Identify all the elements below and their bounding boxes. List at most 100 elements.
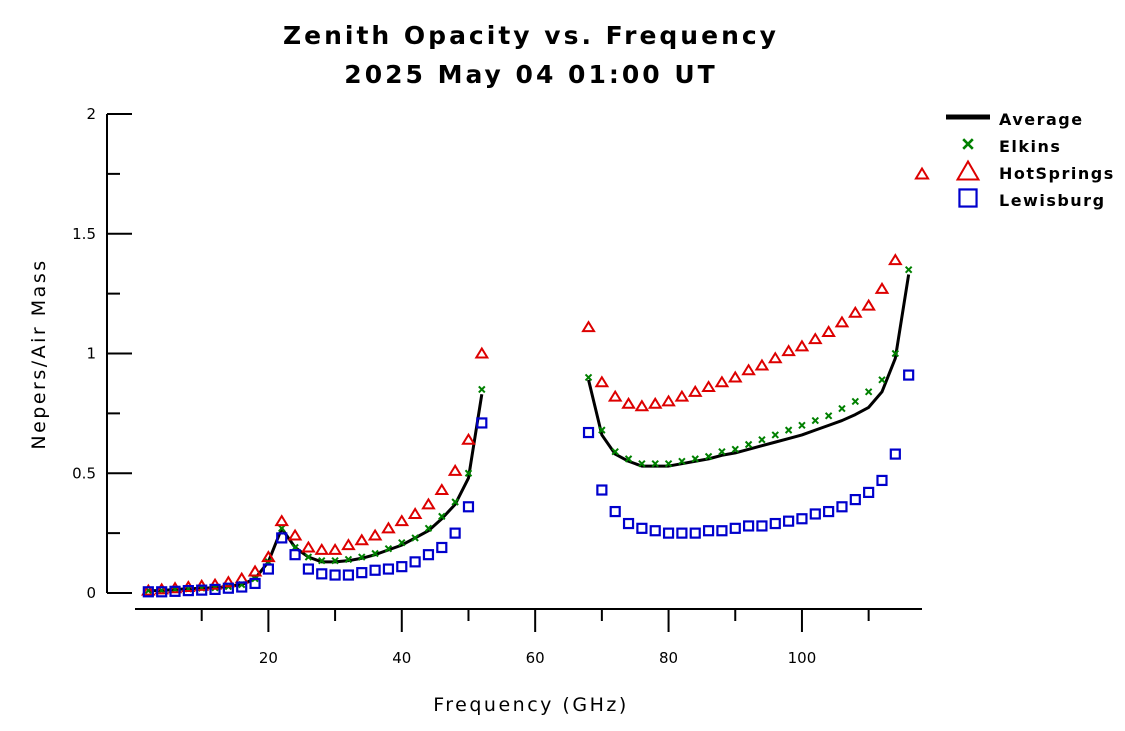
lewisburg-point [823,505,835,518]
hotsprings-point [301,540,316,553]
elkins-point [784,426,793,434]
lewisburg-point [422,549,435,561]
elkins-point [384,544,393,553]
hotsprings-point [247,564,263,577]
elkins-point [851,397,860,406]
y-tick-label: 1 [86,345,96,363]
hotsprings-point [674,389,690,402]
lewisburg-point [209,583,221,596]
lewisburg-point [756,520,768,532]
hotsprings-point [634,399,650,412]
hotsprings-point [367,528,383,541]
elkins-point [731,445,739,454]
hotsprings-point [261,550,276,563]
hotsprings-point [661,394,676,407]
x-axis-label: Frequency (GHz) [433,694,629,716]
elkins-point [891,349,900,358]
lewisburg-point [356,567,368,579]
elkins-point [358,553,366,561]
lewisburg-point [742,520,755,532]
elkins-point [611,447,619,456]
elkins-point [371,549,379,558]
hotsprings-point [154,582,169,595]
elkins-point [584,373,593,382]
lewisburg-point [796,513,808,525]
lewisburg-point [369,564,381,576]
hotsprings-point [834,315,850,328]
chart-title: Zenith Opacity vs. Frequency [283,21,779,50]
elkins-point [464,469,473,477]
hotsprings-point [781,344,796,357]
hotsprings-point [447,463,463,476]
hotsprings-point [354,533,370,546]
hotsprings-point [821,325,836,337]
hotsprings-point [407,507,423,519]
hotsprings-point [434,483,450,496]
legend-swatch-hotsprings [955,159,981,181]
hotsprings-point [848,305,863,318]
x-tick-label: 80 [659,649,678,667]
lewisburg-point [462,501,475,513]
elkins-point [678,457,686,465]
elkins-point [718,447,726,456]
elkins-point [411,534,419,542]
legend-label-average: Average [999,110,1084,129]
lewisburg-point [156,586,168,598]
hotsprings-point [714,375,730,388]
y-tick-label: 2 [86,105,96,123]
hotsprings-point [327,542,343,555]
lewisburg-point [649,525,661,537]
lewisburg-point [783,515,795,527]
hotsprings-point [861,298,876,311]
y-tick-label: 1.5 [72,225,96,243]
elkins-point [598,426,606,434]
elkins-point [744,440,753,449]
lewisburg-point [876,474,888,487]
lewisburg-point [863,486,875,499]
elkins-point [344,555,353,564]
elkins-point [638,459,646,468]
hotsprings-point [754,358,770,371]
lewisburg-point [196,584,208,596]
hotsprings-point [274,514,290,527]
elkins-point [478,385,486,394]
hotsprings-point [394,514,410,527]
hotsprings-point [287,528,303,541]
elkins-point [704,452,713,461]
elkins-point [691,455,699,463]
hotsprings-point [794,339,810,352]
hotsprings-point [234,571,249,584]
lewisburg-point [836,501,848,513]
lewisburg-point [262,563,274,575]
lewisburg-point [849,493,861,506]
lewisburg-point [169,585,181,597]
elkins-point [758,436,766,444]
legend-swatch-elkins [962,138,974,150]
lewisburg-point [276,532,288,544]
legend-swatch-lewisburg [958,188,978,208]
lewisburg-point [809,508,821,520]
lewisburg-point [662,527,675,539]
elkins-point [798,421,806,430]
lewisburg-point [182,585,194,597]
hotsprings-point [221,575,236,588]
hotsprings-point [341,538,356,551]
lewisburg-point [636,522,648,534]
chart-subtitle: 2025 May 04 01:00 UT [344,60,717,89]
elkins-point [664,459,673,468]
hotsprings-point [741,363,756,376]
legend-label-hotsprings: HotSprings [999,164,1115,183]
plot-area [141,253,915,598]
elkins-point [651,459,659,468]
hotsprings-point [314,542,330,555]
lewisburg-point [436,541,448,554]
hotsprings-point [461,432,476,445]
elkins-point [398,538,406,547]
hotsprings-point [888,253,903,266]
lewisburg-point [342,569,355,581]
lewisburg-point [316,568,328,580]
elkins-point [331,556,339,565]
elkins-point [771,431,779,439]
elkins-point [624,455,633,463]
